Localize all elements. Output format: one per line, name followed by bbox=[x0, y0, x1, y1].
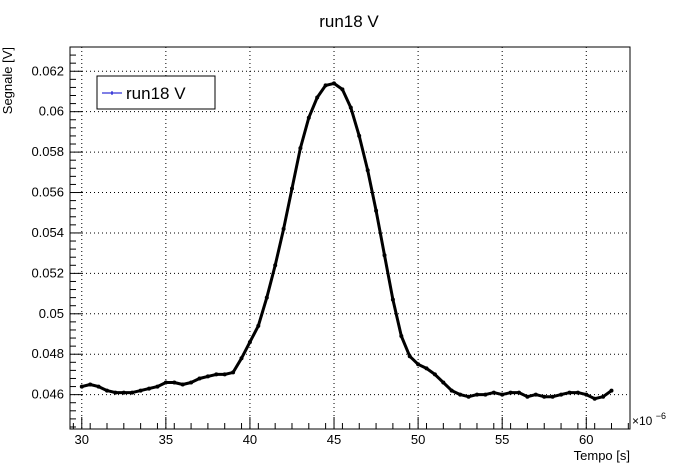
data-point bbox=[147, 386, 151, 391]
x-tick-label: 30 bbox=[75, 432, 89, 447]
data-point bbox=[315, 95, 320, 100]
y-tick-label: 0.05 bbox=[39, 306, 64, 321]
y-tick-label: 0.048 bbox=[31, 346, 64, 361]
data-point bbox=[542, 394, 547, 399]
legend: run18 V bbox=[96, 75, 216, 110]
y-tick-label: 0.058 bbox=[31, 144, 64, 159]
data-point bbox=[96, 384, 101, 389]
data-point bbox=[121, 390, 126, 395]
y-tick-label: 0.046 bbox=[31, 387, 64, 402]
data-point bbox=[130, 390, 135, 395]
data-point bbox=[533, 392, 538, 397]
data-point bbox=[584, 392, 589, 397]
y-axis-ticks: 0.046 0.048 0.05 0.052 0.054 0.056 0.058 0.06 0.… bbox=[31, 46, 82, 428]
data-point bbox=[180, 382, 185, 387]
data-point bbox=[172, 380, 177, 385]
data-point bbox=[458, 392, 463, 397]
data-point bbox=[508, 390, 513, 395]
data-point bbox=[416, 362, 421, 367]
data-point bbox=[449, 388, 454, 393]
y-tick-label: 0.052 bbox=[31, 265, 64, 280]
x-tick-label: 50 bbox=[411, 432, 425, 447]
data-point bbox=[256, 323, 261, 328]
data-point bbox=[138, 388, 143, 393]
data-point bbox=[407, 354, 412, 359]
data-point bbox=[214, 372, 219, 377]
data-point bbox=[550, 394, 555, 399]
data-point bbox=[424, 366, 429, 371]
plot-frame bbox=[69, 46, 631, 430]
data-point bbox=[197, 376, 202, 381]
data-point bbox=[517, 390, 521, 395]
data-point bbox=[348, 105, 353, 110]
y-tick-label: 0.054 bbox=[31, 225, 64, 240]
data-point bbox=[390, 297, 395, 302]
data-point bbox=[475, 392, 479, 397]
data-point bbox=[163, 380, 168, 385]
x-tick-label: 35 bbox=[159, 432, 173, 447]
data-point bbox=[399, 334, 404, 338]
x-axis-exponent-base: ×10 bbox=[632, 414, 653, 428]
x-tick-label: 45 bbox=[327, 432, 341, 447]
data-point bbox=[205, 374, 210, 379]
data-point bbox=[105, 388, 109, 393]
data-point bbox=[113, 390, 118, 395]
data-point bbox=[247, 340, 252, 345]
grid bbox=[70, 47, 630, 429]
y-tick-label: 0.056 bbox=[31, 185, 64, 200]
x-tick-label: 55 bbox=[495, 432, 509, 447]
x-tick-label: 60 bbox=[579, 432, 593, 447]
data-point bbox=[189, 380, 194, 385]
x-axis-exponent-power: −6 bbox=[656, 411, 666, 421]
x-axis-ticks: 30 35 40 45 50 55 60 bbox=[72, 417, 629, 447]
x-axis-label: Tempo [s] bbox=[574, 448, 630, 463]
data-point bbox=[374, 208, 379, 213]
data-point bbox=[298, 146, 303, 151]
y-tick-label: 0.062 bbox=[31, 63, 64, 78]
legend-label: run18 V bbox=[126, 84, 186, 103]
data-point bbox=[559, 392, 564, 397]
data-point bbox=[306, 115, 311, 120]
data-point bbox=[222, 372, 227, 377]
data-point bbox=[491, 390, 496, 395]
data-point bbox=[340, 87, 345, 92]
data-point bbox=[357, 133, 362, 138]
data-point bbox=[281, 226, 286, 231]
data-point bbox=[382, 253, 387, 258]
x-tick-label: 40 bbox=[243, 432, 257, 447]
data-point bbox=[466, 394, 471, 399]
x-axis-exponent: ×10 −6 bbox=[632, 411, 666, 428]
data-point bbox=[432, 372, 437, 377]
y-axis-label: Segnale [V] bbox=[0, 47, 15, 114]
data-point bbox=[525, 394, 530, 399]
data-point bbox=[592, 396, 597, 401]
data-point bbox=[441, 380, 446, 385]
data-point bbox=[88, 382, 93, 387]
data-point bbox=[323, 83, 328, 88]
data-point bbox=[273, 263, 278, 268]
series-line bbox=[81, 81, 613, 401]
data-point bbox=[332, 81, 336, 86]
data-point bbox=[575, 390, 580, 395]
data-point bbox=[601, 394, 606, 399]
data-point bbox=[264, 295, 269, 300]
data-point bbox=[155, 384, 160, 389]
data-point bbox=[567, 390, 572, 395]
data-point bbox=[79, 384, 84, 389]
y-tick-label: 0.06 bbox=[39, 104, 64, 119]
data-point bbox=[483, 392, 488, 397]
data-point bbox=[239, 356, 244, 361]
data-series bbox=[79, 81, 614, 401]
data-point bbox=[609, 388, 614, 393]
chart-title: run18 V bbox=[319, 12, 379, 31]
data-point bbox=[500, 392, 505, 397]
data-point bbox=[231, 370, 236, 375]
data-point bbox=[365, 168, 370, 173]
data-point bbox=[290, 186, 294, 191]
